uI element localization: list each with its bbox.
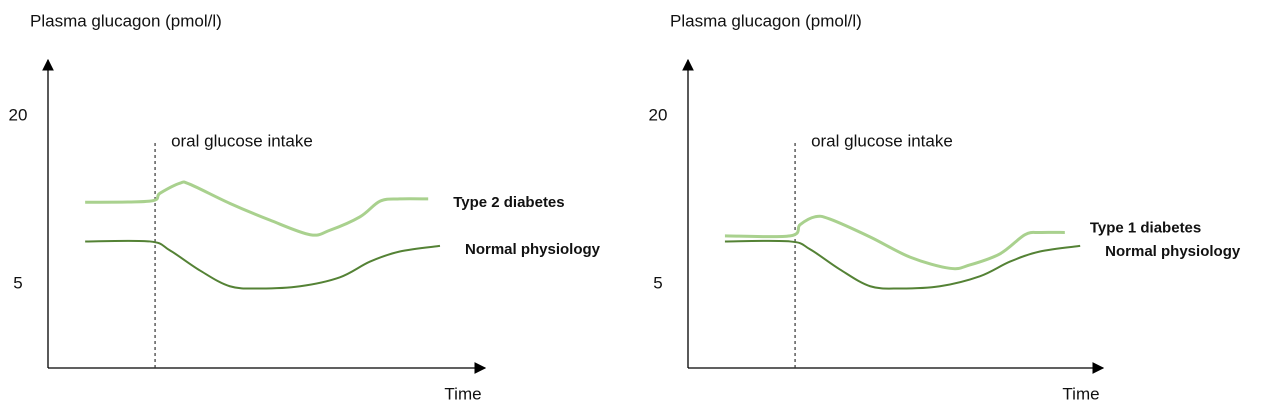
series-label: Normal physiology	[1105, 243, 1241, 260]
series-label: Normal physiology	[465, 241, 601, 258]
y-axis-label: Plasma glucagon (pmol/l)	[670, 11, 862, 30]
annotation-label: oral glucose intake	[811, 131, 953, 150]
annotation-label: oral glucose intake	[171, 131, 313, 150]
series-line	[85, 180, 429, 237]
series-label: Type 2 diabetes	[453, 194, 564, 211]
series-label: Type 1 diabetes	[1090, 219, 1201, 236]
x-axis-label: Time	[1062, 384, 1099, 403]
y-tick-label: 5	[653, 273, 662, 292]
y-tick-label: 20	[649, 105, 668, 124]
series-line	[724, 239, 1081, 290]
series-line	[85, 239, 441, 290]
y-tick-label: 20	[9, 105, 28, 124]
y-tick-label: 5	[13, 273, 22, 292]
x-axis-label: Time	[444, 384, 481, 403]
series-line	[724, 214, 1065, 271]
y-axis-label: Plasma glucagon (pmol/l)	[30, 11, 222, 30]
